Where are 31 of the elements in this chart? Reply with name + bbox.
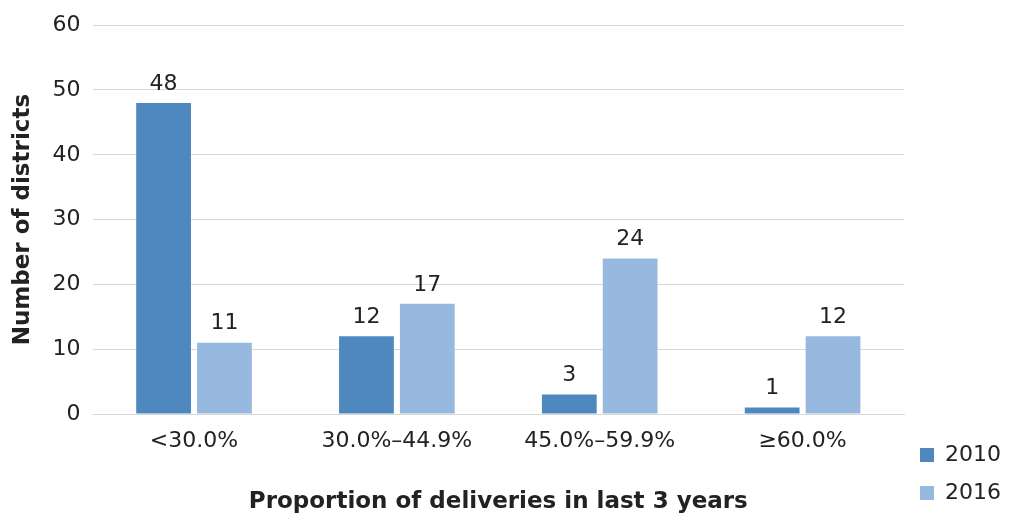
y-tick-label: 10 (52, 334, 81, 360)
data-label: 12 (352, 302, 381, 328)
y-tick-label: 30 (52, 205, 81, 231)
legend-label: 2016 (945, 478, 1002, 504)
bar (602, 258, 658, 414)
legend-label: 2010 (945, 440, 1002, 466)
bar (541, 394, 597, 414)
data-label: 11 (210, 309, 239, 335)
data-label: 48 (149, 69, 178, 95)
data-label: 3 (562, 361, 577, 387)
bar (339, 336, 394, 414)
y-tick-label: 50 (52, 75, 81, 101)
y-tick-label: 0 (66, 399, 81, 425)
y-tick-label: 20 (52, 270, 81, 296)
bar (744, 407, 800, 414)
y-tick-label: 40 (52, 140, 81, 166)
y-tick-label: 60 (52, 10, 81, 36)
x-tick-label: ≥60.0% (758, 426, 847, 452)
bar (399, 303, 455, 414)
data-label: 12 (819, 302, 848, 328)
data-label: 24 (616, 225, 645, 251)
data-label: 17 (413, 270, 442, 296)
bar (805, 336, 861, 414)
data-label: 1 (765, 374, 780, 400)
x-tick-label: 45.0%–59.9% (524, 426, 676, 452)
x-tick-label: <30.0% (149, 426, 239, 452)
x-tick-label: 30.0%–44.9% (321, 426, 473, 452)
y-axis-title: Number of districts (7, 93, 34, 346)
x-axis-title: Proportion of deliveries in last 3 years (248, 487, 748, 514)
bar (197, 342, 252, 414)
bar (136, 102, 191, 414)
